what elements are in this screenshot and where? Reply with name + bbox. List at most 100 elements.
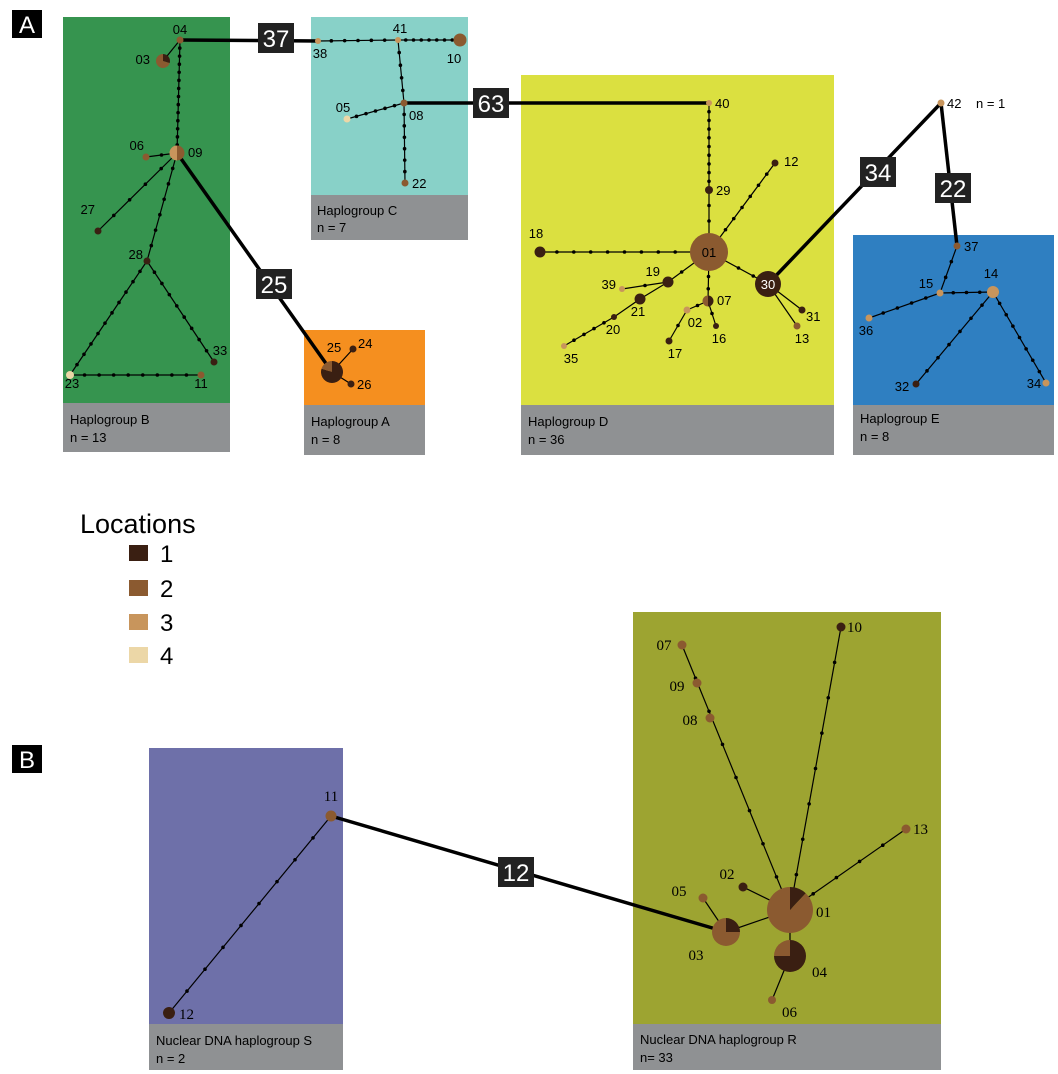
edge-b-01-13 xyxy=(789,828,907,911)
mutation-step-dot xyxy=(342,38,347,43)
legend-label-2: 2 xyxy=(160,576,173,603)
mutation-step-dot xyxy=(402,112,406,117)
mutation-step-dot xyxy=(807,802,811,806)
mutation-step-dot xyxy=(177,78,181,83)
mutation-step-dot xyxy=(997,301,1002,306)
mutation-step-dot xyxy=(159,153,164,157)
legend-label-1: 1 xyxy=(160,541,173,568)
mutation-step-dot xyxy=(177,54,182,58)
mutation-step-dot xyxy=(720,742,725,747)
caption-nuclear-s: Nuclear DNA haplogroup S n = 2 xyxy=(149,1024,343,1070)
mutation-step-dot xyxy=(427,38,431,42)
node-slice xyxy=(321,361,332,372)
mutation-step-dot xyxy=(383,106,387,111)
mutation-step-dot xyxy=(707,144,711,149)
mutation-step-dot xyxy=(166,182,171,186)
legend-swatch-2 xyxy=(129,580,148,596)
mutation-step-dot xyxy=(748,194,753,199)
mutation-step-dot xyxy=(826,695,831,700)
haplotype-a-label-16: 16 xyxy=(712,331,726,346)
mutation-step-dot xyxy=(138,269,142,274)
mutation-step-dot xyxy=(177,46,182,50)
node-fill xyxy=(395,37,401,43)
haplotype-a-02 xyxy=(683,306,691,314)
node-slice xyxy=(767,887,814,933)
mutation-step-dot xyxy=(149,243,154,248)
step-value: 63 xyxy=(478,91,505,118)
node-fill xyxy=(197,371,205,379)
edge-a-20-35 xyxy=(563,316,615,347)
mutation-step-dot xyxy=(980,303,984,307)
haplotype-a-42 xyxy=(937,99,945,107)
node-fill xyxy=(771,159,779,167)
haplotype-a-24 xyxy=(349,345,357,353)
node-fill xyxy=(142,153,150,161)
haplotype-a-label-17: 17 xyxy=(668,346,682,361)
haplotype-b-12 xyxy=(163,1007,175,1019)
mutation-step-dot xyxy=(75,362,79,367)
mutation-step-dot xyxy=(111,373,116,377)
caption-count: n= 33 xyxy=(640,1050,673,1065)
edge-a-14-32 xyxy=(915,291,994,385)
step-value: 25 xyxy=(261,272,288,299)
haplotype-b-11 xyxy=(325,810,337,822)
mutation-step-dot xyxy=(947,342,951,347)
caption-count: n = 8 xyxy=(860,429,889,444)
haplotype-a-label-21: 21 xyxy=(631,304,645,319)
haplotype-nodes xyxy=(66,33,1050,1019)
panel-b-letter: B xyxy=(19,747,35,774)
haplotype-a-label-34: 34 xyxy=(1027,376,1041,391)
node-fill xyxy=(798,306,806,314)
caption-count: n = 2 xyxy=(156,1051,185,1066)
mutation-step-dot xyxy=(723,227,728,232)
haplotype-a-label-03: 03 xyxy=(136,52,150,67)
mutation-step-dot xyxy=(800,837,805,842)
step-count-a-d_42: 34 xyxy=(860,157,896,187)
mutation-step-dot xyxy=(450,38,455,42)
haplotype-a-label-11: 11 xyxy=(194,376,208,391)
node-slice xyxy=(156,54,170,68)
haplotype-a-label-07: 07 xyxy=(717,293,731,308)
step-box xyxy=(498,857,534,887)
caption-count: n = 7 xyxy=(317,220,346,235)
group-backgrounds xyxy=(63,17,1054,1024)
node-fill xyxy=(66,371,74,379)
mutation-step-dot xyxy=(707,109,711,114)
bg-nuclear-s xyxy=(149,748,343,1024)
node-fill xyxy=(793,322,801,330)
haplotype-a-23 xyxy=(66,371,74,379)
node-slice xyxy=(177,145,185,161)
haplotype-a-05 xyxy=(343,115,351,123)
mutation-step-dot xyxy=(740,205,744,210)
node-slice xyxy=(774,940,790,956)
node-fill xyxy=(347,380,355,388)
mutation-step-dot xyxy=(924,296,928,300)
locations-legend: Locations 1 2 3 4 xyxy=(80,509,196,670)
mutation-step-dot xyxy=(706,286,711,291)
mutation-step-dot xyxy=(160,281,164,286)
mutation-step-dot xyxy=(177,62,182,67)
mutation-step-dot xyxy=(707,136,711,140)
mutation-step-dot xyxy=(176,102,181,107)
caption-nuclear-r: Nuclear DNA haplogroup R n= 33 xyxy=(633,1024,941,1070)
haplotype-a-41 xyxy=(395,37,401,43)
mutation-step-dot xyxy=(925,369,929,373)
mutation-step-dot xyxy=(710,311,714,316)
haplotype-a-14 xyxy=(987,286,999,298)
node-fill xyxy=(176,36,184,44)
haplotype-a-11 xyxy=(197,371,205,379)
mutation-step-dot xyxy=(605,250,610,254)
node-slice xyxy=(712,918,740,946)
mutation-step-dot xyxy=(82,352,86,357)
haplotype-a-label-25: 25 xyxy=(327,340,341,355)
haplotype-b-09 xyxy=(692,678,702,688)
mutation-step-dot xyxy=(602,321,606,325)
mutation-step-dot xyxy=(706,274,711,279)
mutation-step-dot xyxy=(676,323,680,328)
haplotype-b-label-13: 13 xyxy=(913,822,928,838)
mutation-step-dot xyxy=(221,945,225,950)
mutation-step-dot xyxy=(419,38,424,42)
mutation-step-dot xyxy=(1030,358,1035,363)
mutation-step-dot xyxy=(1017,335,1022,340)
mutation-step-dot xyxy=(1011,324,1015,328)
